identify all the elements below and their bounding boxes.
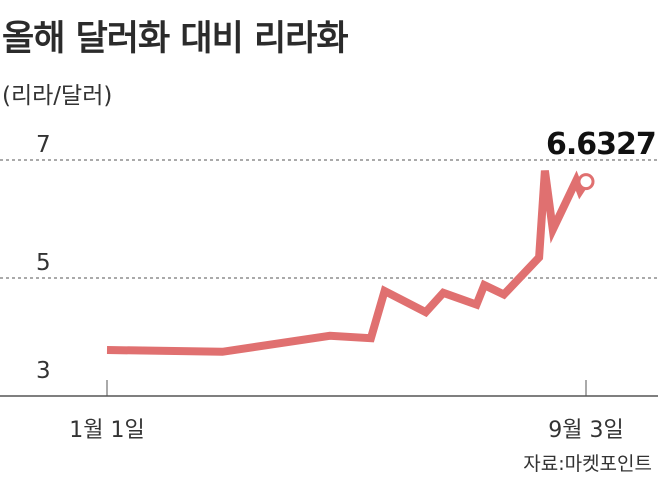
y-tick-label: 7 [36,132,51,158]
series [106,170,590,356]
x-axis-ticks: 1월 1일 9월 3일 [69,380,624,443]
source-label: 자료:마켓포인트 [523,453,652,475]
chart-title: 올해 달러화 대비 리라화 [2,19,348,59]
x-tick-label: 1월 1일 [69,418,144,443]
x-tick-label: 9월 3일 [548,418,623,443]
unit-label: (리라/달러) [2,83,112,109]
data-label: 6.6327 [546,127,656,162]
gridlines [0,159,658,279]
y-tick-label: 5 [36,250,51,276]
y-axis-ticks: 3 5 7 [36,132,51,384]
plot-area: 3 5 7 1월 1일 9월 3일 6.6327 [0,127,658,443]
annotations: 6.6327 [546,127,657,191]
endpoint-marker [577,173,595,191]
y-tick-label: 3 [36,358,51,384]
series-line [106,170,590,356]
